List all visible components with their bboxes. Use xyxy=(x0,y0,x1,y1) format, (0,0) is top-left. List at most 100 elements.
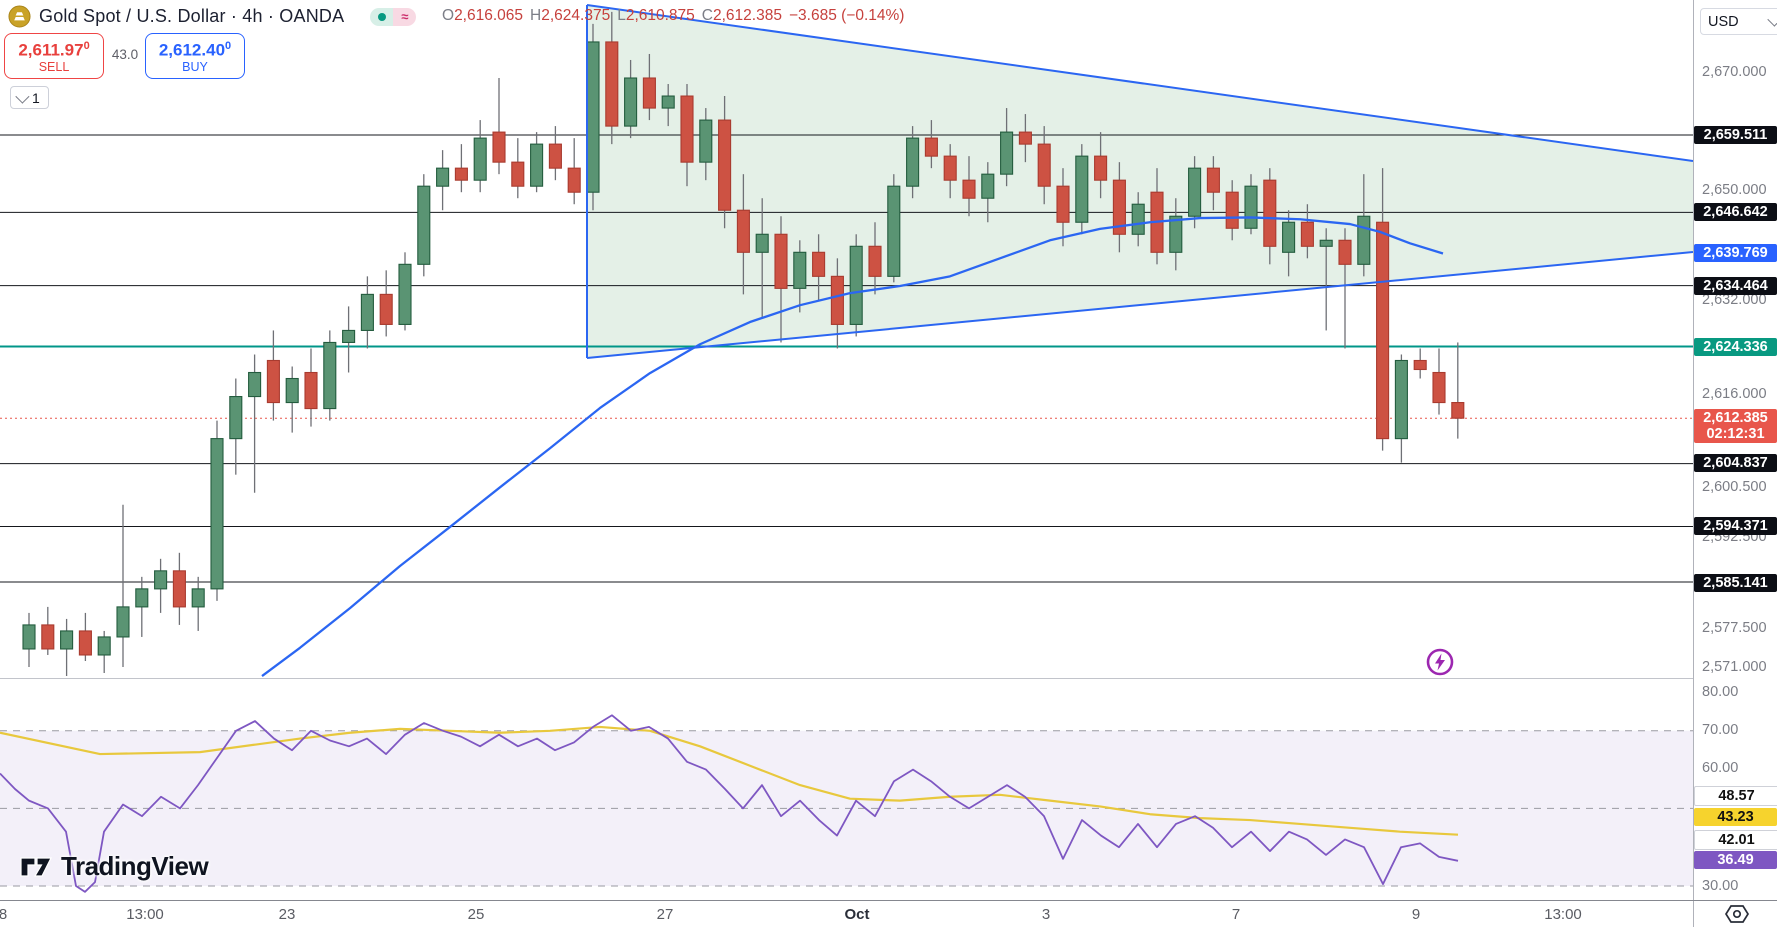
candle-up xyxy=(60,630,74,650)
candle-down xyxy=(1413,359,1427,371)
price-axis-badge[interactable]: 43.23 xyxy=(1694,808,1777,826)
price-axis-badge[interactable]: 2,594.371 xyxy=(1694,517,1777,535)
candle-down xyxy=(642,77,656,109)
rsi-line xyxy=(0,714,1459,893)
sell-price-pip: 0 xyxy=(83,40,90,53)
candle-down xyxy=(605,41,619,127)
time-axis-label: 3 xyxy=(1041,906,1051,923)
candle-up xyxy=(981,173,995,199)
trendline xyxy=(586,251,1693,359)
open-label: O xyxy=(442,7,455,24)
candle-up xyxy=(135,588,149,608)
candle-down xyxy=(1338,239,1352,265)
candle-up xyxy=(323,341,337,410)
candle-up xyxy=(530,143,544,187)
candle-up xyxy=(887,185,901,277)
object-tree-toggle[interactable]: 1 xyxy=(10,86,49,109)
candle-down xyxy=(1206,167,1220,193)
sell-label: SELL xyxy=(38,59,70,74)
candle-down xyxy=(1225,191,1239,229)
candle-up xyxy=(342,329,356,344)
candle-down xyxy=(492,131,506,163)
candle-down xyxy=(1376,221,1390,440)
price-axis-tick: 70.00 xyxy=(1702,722,1739,738)
candle-down xyxy=(1037,143,1051,187)
candle-up xyxy=(1244,185,1258,229)
time-axis-label: 25 xyxy=(467,906,485,923)
candle-up xyxy=(417,185,431,265)
candle-up xyxy=(1188,167,1202,217)
candle-down xyxy=(924,137,938,157)
change-value: −3.685 (−0.14%) xyxy=(788,7,905,24)
candle-up xyxy=(191,588,205,608)
candle-down xyxy=(304,371,318,410)
price-axis-badge[interactable]: 2,624.336 xyxy=(1694,338,1777,356)
candle-down xyxy=(1300,221,1314,247)
price-chart-canvas[interactable] xyxy=(0,0,1693,900)
currency-selector[interactable]: USD xyxy=(1700,8,1777,35)
low-label: L xyxy=(617,7,626,24)
lightning-bolt-icon[interactable] xyxy=(1425,647,1455,677)
axis-settings-icon[interactable] xyxy=(1724,903,1750,925)
sell-button[interactable]: 2,611.970 SELL xyxy=(4,33,104,79)
candle-down xyxy=(379,293,393,325)
symbol-title[interactable]: Gold Spot / U.S. Dollar · 4h · OANDA xyxy=(39,6,345,26)
triangle-pattern-fill xyxy=(587,5,1693,358)
ideas-icon[interactable]: ≈ xyxy=(393,7,417,26)
chevron-down-icon xyxy=(1767,12,1777,27)
price-axis-badge[interactable]: 2,659.511 xyxy=(1694,126,1777,144)
time-axis-label: 27 xyxy=(656,906,674,923)
price-axis-badge[interactable]: 48.57 xyxy=(1694,786,1777,806)
candle-up xyxy=(1169,215,1183,253)
candle-down xyxy=(78,630,92,656)
tradingview-logo[interactable]: TradingView xyxy=(20,851,209,882)
candle-down xyxy=(680,95,694,163)
candle-up xyxy=(755,233,769,253)
close-value: 2,612.385 xyxy=(713,7,782,24)
gold-coin-icon xyxy=(8,5,31,28)
price-axis-badge[interactable]: 2,639.769 xyxy=(1694,244,1777,262)
buy-button[interactable]: 2,612.400 BUY xyxy=(145,33,245,79)
time-axis-label: 8 xyxy=(0,906,8,923)
price-axis-tick: 2,670.000 xyxy=(1702,64,1767,80)
high-label: H xyxy=(530,7,542,24)
candle-down xyxy=(266,359,280,404)
candle-up xyxy=(1282,221,1296,253)
candle-down xyxy=(943,155,957,181)
price-axis-border xyxy=(1693,0,1694,927)
last-price-countdown-badge[interactable]: 2,612.385 02:12:31 xyxy=(1694,409,1777,443)
price-axis-badge[interactable]: 2,604.837 xyxy=(1694,454,1777,472)
candle-down xyxy=(567,167,581,193)
symbol-header: Gold Spot / U.S. Dollar · 4h · OANDA ≈ xyxy=(8,5,417,28)
close-label: C xyxy=(701,7,713,24)
trendline xyxy=(586,4,1693,162)
candle-up xyxy=(285,377,299,404)
currency-label: USD xyxy=(1708,13,1739,30)
candle-up xyxy=(97,636,111,656)
price-axis-badge[interactable]: 2,585.141 xyxy=(1694,574,1777,592)
candle-up xyxy=(22,624,36,650)
price-axis-badge[interactable]: 36.49 xyxy=(1694,851,1777,869)
interval-value: 1 xyxy=(32,89,40,106)
market-open-icon[interactable] xyxy=(370,7,394,26)
candle-up xyxy=(1394,359,1408,440)
price-axis-tick: 2,650.000 xyxy=(1702,182,1767,198)
price-axis[interactable]: 2,670.000 2,650.000 2,632.000 2,616.000 2,60… xyxy=(1694,0,1777,900)
candle-up xyxy=(1131,203,1145,235)
price-axis-tick: 30.00 xyxy=(1702,878,1739,894)
time-axis-border xyxy=(0,900,1777,901)
candle-down xyxy=(736,209,750,253)
time-axis[interactable]: 8 13:00 23 25 27 Oct 3 7 9 13:00 xyxy=(0,901,1777,927)
symbol-status-badges: ≈ xyxy=(370,7,417,26)
candle-up xyxy=(154,570,168,590)
pane-divider[interactable] xyxy=(0,678,1693,679)
price-axis-tick: 2,571.000 xyxy=(1702,659,1767,675)
candle-down xyxy=(41,624,55,650)
candle-down xyxy=(962,179,976,199)
candle-up xyxy=(229,395,243,440)
price-axis-badge[interactable]: 42.01 xyxy=(1694,830,1777,850)
time-axis-label: 13:00 xyxy=(1544,906,1582,923)
price-axis-badge[interactable]: 2,634.464 xyxy=(1694,277,1777,295)
price-axis-badge[interactable]: 2,646.642 xyxy=(1694,203,1777,221)
candle-down xyxy=(774,233,788,289)
